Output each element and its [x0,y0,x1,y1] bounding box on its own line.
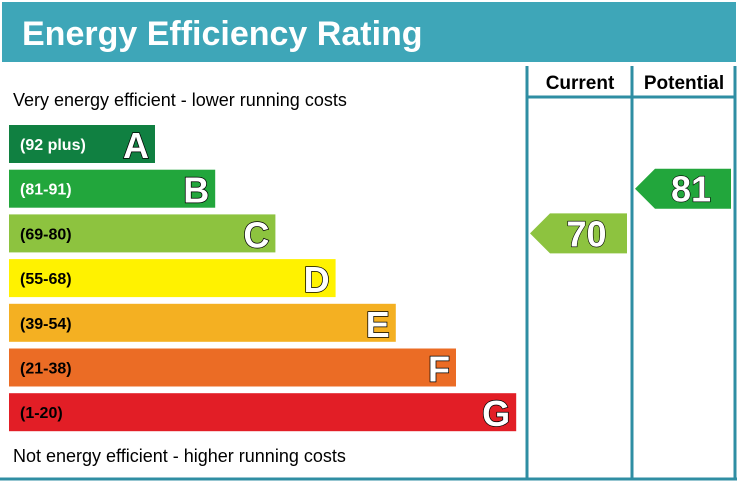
band-letter: E [366,304,390,345]
band-letter: A [123,125,149,166]
band-range-label: (39-54) [20,316,72,333]
current-rating-arrow: 70 [530,213,627,255]
band-range-label: (55-68) [20,271,72,288]
band-a: (92 plus) A [9,124,155,167]
band-letter: G [482,393,510,434]
band-letter: F [428,349,450,390]
band-g: (1-20) G [9,392,517,435]
band-bar [9,214,276,253]
band-c: (69-80) C [9,214,276,256]
band-bar [9,169,216,208]
potential-rating-arrow-value: 81 [671,169,711,210]
band-range-label: (69-80) [20,226,72,243]
band-letter: C [243,214,269,255]
band-range-label: (1-20) [20,405,63,422]
band-letter: B [183,170,209,211]
chart-title: Energy Efficiency Rating [22,15,423,53]
potential-rating-arrow: 81 [635,168,731,210]
band-range-label: (92 plus) [20,137,86,154]
band-bar [9,259,336,298]
column-header-potential: Potential [644,73,724,94]
band-b: (81-91) B [9,169,216,211]
band-range-label: (81-91) [20,182,72,199]
grid-lines [0,66,737,481]
top-note: Very energy efficient - lower running co… [13,90,347,110]
band-bar [9,303,396,342]
title-bar [2,2,736,62]
band-f: (21-38) F [9,348,456,390]
bottom-note: Not energy efficient - higher running co… [13,446,346,466]
band-bar [9,348,456,387]
current-rating-arrow-shape [530,213,627,254]
band-bar [9,125,155,163]
band-d: (55-68) D [9,258,336,301]
column-header-current: Current [546,73,615,94]
band-range-label: (21-38) [20,361,72,378]
band-bar [9,393,517,432]
current-rating-arrow-value: 70 [566,213,606,254]
potential-rating-arrow-shape [635,168,731,209]
band-letter: D [304,259,330,300]
band-e: (39-54) E [9,303,396,346]
